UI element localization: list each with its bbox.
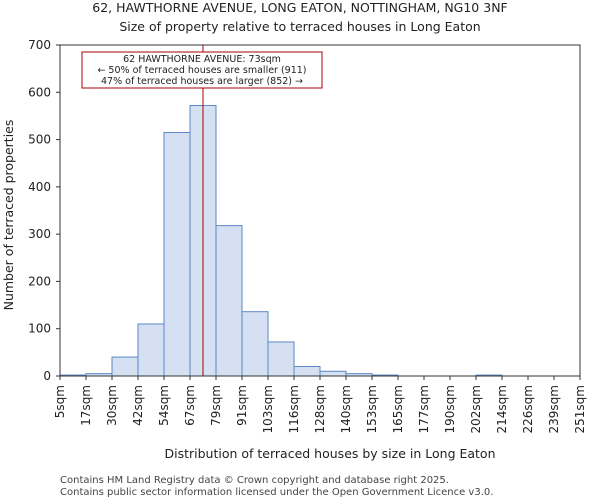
y-tick-label: 0 [43, 369, 51, 383]
x-tick-label: 177sqm [417, 385, 431, 433]
x-tick-label: 214sqm [495, 385, 509, 433]
x-tick-label: 140sqm [339, 385, 353, 433]
footer-line-2: Contains public sector information licen… [60, 487, 493, 498]
annotation-line-3: 47% of terraced houses are larger (852) … [101, 76, 303, 87]
annotation-line-2: ← 50% of terraced houses are smaller (91… [97, 65, 306, 76]
x-tick-label: 251sqm [573, 385, 587, 433]
y-axis-ticks: 0 100 200 300 400 500 600 700 [28, 38, 60, 383]
footer-line-1: Contains HM Land Registry data © Crown c… [60, 475, 449, 486]
x-tick-label: 5sqm [53, 385, 67, 418]
bar-128sqm [319, 370, 347, 377]
bar-42sqm [137, 323, 165, 377]
x-tick-label: 17sqm [79, 385, 93, 426]
x-tick-label: 79sqm [209, 385, 223, 426]
x-tick-label: 91sqm [235, 385, 249, 426]
bar-30sqm [111, 356, 139, 377]
x-tick-label: 116sqm [287, 385, 301, 433]
x-tick-label: 67sqm [183, 385, 197, 426]
annotation-frame [81, 51, 323, 89]
annotation-box: 62 HAWTHORNE AVENUE: 73sqm ← 50% of terr… [81, 51, 323, 89]
y-tick-label: 300 [28, 227, 51, 241]
y-axis-label: Number of terraced properties [1, 120, 16, 311]
chart-subtitle: Size of property relative to terraced ho… [119, 19, 480, 34]
x-tick-label: 226sqm [521, 385, 535, 433]
x-tick-label: 54sqm [157, 385, 171, 426]
x-tick-label: 202sqm [469, 385, 483, 433]
x-tick-label: 103sqm [261, 385, 275, 433]
plot-area-frame [59, 44, 581, 377]
x-tick-label: 42sqm [131, 385, 145, 426]
bars-group [59, 105, 503, 377]
x-tick-label: 239sqm [547, 385, 561, 433]
x-tick-label: 153sqm [365, 385, 379, 433]
x-tick-label: 190sqm [443, 385, 457, 433]
annotation-line-1: 62 HAWTHORNE AVENUE: 73sqm [123, 54, 281, 65]
bar-79sqm [215, 225, 243, 377]
bar-103sqm [267, 341, 295, 377]
x-tick-label: 30sqm [105, 385, 119, 426]
y-tick-label: 400 [28, 180, 51, 194]
bar-116sqm [293, 366, 321, 377]
x-axis-label: Distribution of terraced houses by size … [164, 446, 495, 461]
x-axis-ticks: 5sqm 17sqm 30sqm 42sqm 54sqm 67sqm 79sqm 91sqm 1… [53, 376, 587, 433]
y-tick-label: 100 [28, 322, 51, 336]
chart-title: 62, HAWTHORNE AVENUE, LONG EATON, NOTTIN… [92, 0, 507, 15]
x-tick-label: 128sqm [313, 385, 327, 433]
y-tick-label: 200 [28, 274, 51, 288]
y-tick-label: 500 [28, 133, 51, 147]
x-tick-label: 165sqm [391, 385, 405, 433]
y-tick-label: 700 [28, 38, 51, 52]
y-tick-label: 600 [28, 85, 51, 99]
bar-91sqm [241, 311, 269, 377]
bar-54sqm [163, 131, 191, 377]
